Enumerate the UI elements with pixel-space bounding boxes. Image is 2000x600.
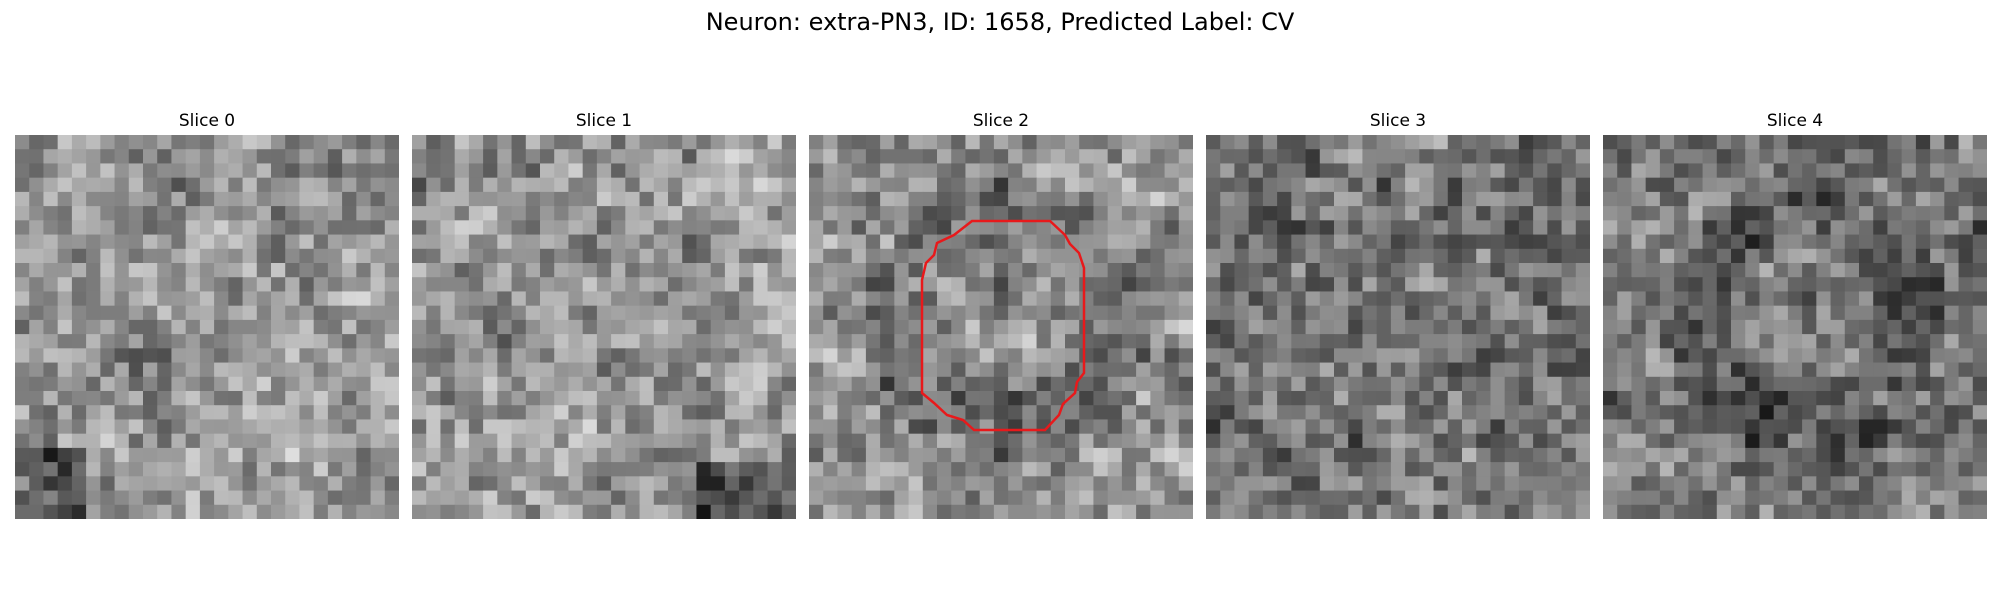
slice-title-3: Slice 3 bbox=[1369, 111, 1427, 131]
slice-panel-1: Slice 1 bbox=[412, 110, 796, 519]
slice-title-2: Slice 2 bbox=[972, 111, 1030, 131]
slice-title-0: Slice 0 bbox=[178, 111, 236, 131]
slice-image-svg-0 bbox=[15, 135, 399, 519]
slice-panel-4: Slice 4 bbox=[1603, 110, 1987, 519]
slice-panel-3: Slice 3 bbox=[1206, 110, 1590, 519]
slice-image-2 bbox=[809, 135, 1193, 519]
slice-title-1: Slice 1 bbox=[575, 111, 633, 131]
slice-image-svg-4 bbox=[1603, 135, 1987, 519]
slice-image-3 bbox=[1206, 135, 1590, 519]
figure-title: Neuron: extra-PN3, ID: 1658, Predicted L… bbox=[705, 8, 1295, 36]
slice-image-1 bbox=[412, 135, 796, 519]
slice-image-svg-3 bbox=[1206, 135, 1590, 519]
slice-image-svg-2 bbox=[809, 135, 1193, 519]
slice-image-svg-1 bbox=[412, 135, 796, 519]
slice-panel-2: Slice 2 bbox=[809, 110, 1193, 519]
slice-panel-0: Slice 0 bbox=[15, 110, 399, 519]
slice-image-4 bbox=[1603, 135, 1987, 519]
slice-title-4: Slice 4 bbox=[1766, 111, 1824, 131]
slice-image-0 bbox=[15, 135, 399, 519]
roi-contour bbox=[920, 219, 1086, 432]
